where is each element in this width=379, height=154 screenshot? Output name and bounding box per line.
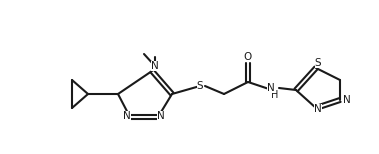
- Text: N: N: [343, 95, 351, 105]
- Text: H: H: [271, 90, 279, 100]
- Text: N: N: [314, 104, 322, 114]
- Text: N: N: [151, 61, 159, 71]
- Text: N: N: [123, 111, 131, 121]
- Text: S: S: [315, 58, 321, 68]
- Text: S: S: [197, 81, 203, 91]
- Text: O: O: [244, 52, 252, 62]
- Text: N: N: [157, 111, 165, 121]
- Text: N: N: [267, 83, 275, 93]
